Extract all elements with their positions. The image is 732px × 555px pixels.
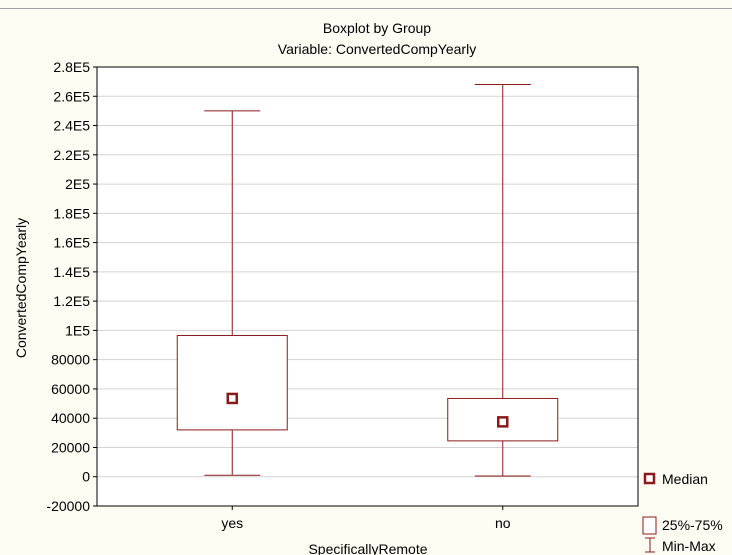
boxes — [176, 84, 559, 477]
y-tick-label: 2.2E5 — [53, 147, 90, 163]
y-tick-label: -20000 — [46, 498, 90, 514]
legend-whisker-symbol — [645, 537, 655, 553]
tick-marks — [93, 66, 504, 510]
y-tick-label: 1.4E5 — [53, 264, 90, 280]
y-tick-label: 40000 — [51, 410, 90, 426]
legend: Median 25%-75% Min-Max — [642, 471, 723, 554]
legend-box-symbol — [642, 516, 657, 535]
y-tick-label: 2.4E5 — [53, 118, 90, 134]
legend-box-label: 25%-75% — [662, 517, 723, 533]
y-tick-label: 80000 — [51, 352, 90, 368]
y-tick-label: 2.6E5 — [53, 88, 90, 104]
median-marker — [226, 392, 238, 405]
y-tick-label: 1.2E5 — [53, 293, 90, 309]
plot-frame — [96, 66, 639, 507]
legend-median-label: Median — [662, 471, 708, 487]
y-tick-label: 0 — [82, 469, 90, 485]
x-tick-label: yes — [221, 515, 243, 531]
chart-title: Boxplot by Group — [323, 20, 431, 36]
median-marker — [497, 416, 509, 428]
top-divider — [0, 8, 732, 9]
y-tick-labels: -20000 0 20000 40000 60000 80000 1E5 1.2E5 1.4E5… — [46, 59, 90, 514]
x-tick-label: no — [495, 515, 511, 531]
iqr-box — [176, 335, 288, 431]
box-group-yes — [176, 110, 288, 476]
y-tick-label: 2.8E5 — [53, 59, 90, 75]
legend-median-marker — [643, 472, 656, 485]
y-axis-title: ConvertedCompYearly — [13, 218, 29, 358]
x-tick-labels: yes no — [221, 515, 510, 531]
y-tick-label: 60000 — [51, 381, 90, 397]
y-tick-label: 2E5 — [65, 176, 90, 192]
box-group-no — [447, 84, 559, 477]
legend-whisker-label: Min-Max — [662, 538, 716, 554]
y-tick-label: 1.8E5 — [53, 205, 90, 221]
y-tick-label: 20000 — [51, 439, 90, 455]
x-axis-title: SpecificallyRemote — [308, 541, 427, 555]
y-tick-label: 1E5 — [65, 322, 90, 338]
chart-subtitle: Variable: ConvertedCompYearly — [278, 41, 476, 57]
y-tick-label: 1.6E5 — [53, 235, 90, 251]
